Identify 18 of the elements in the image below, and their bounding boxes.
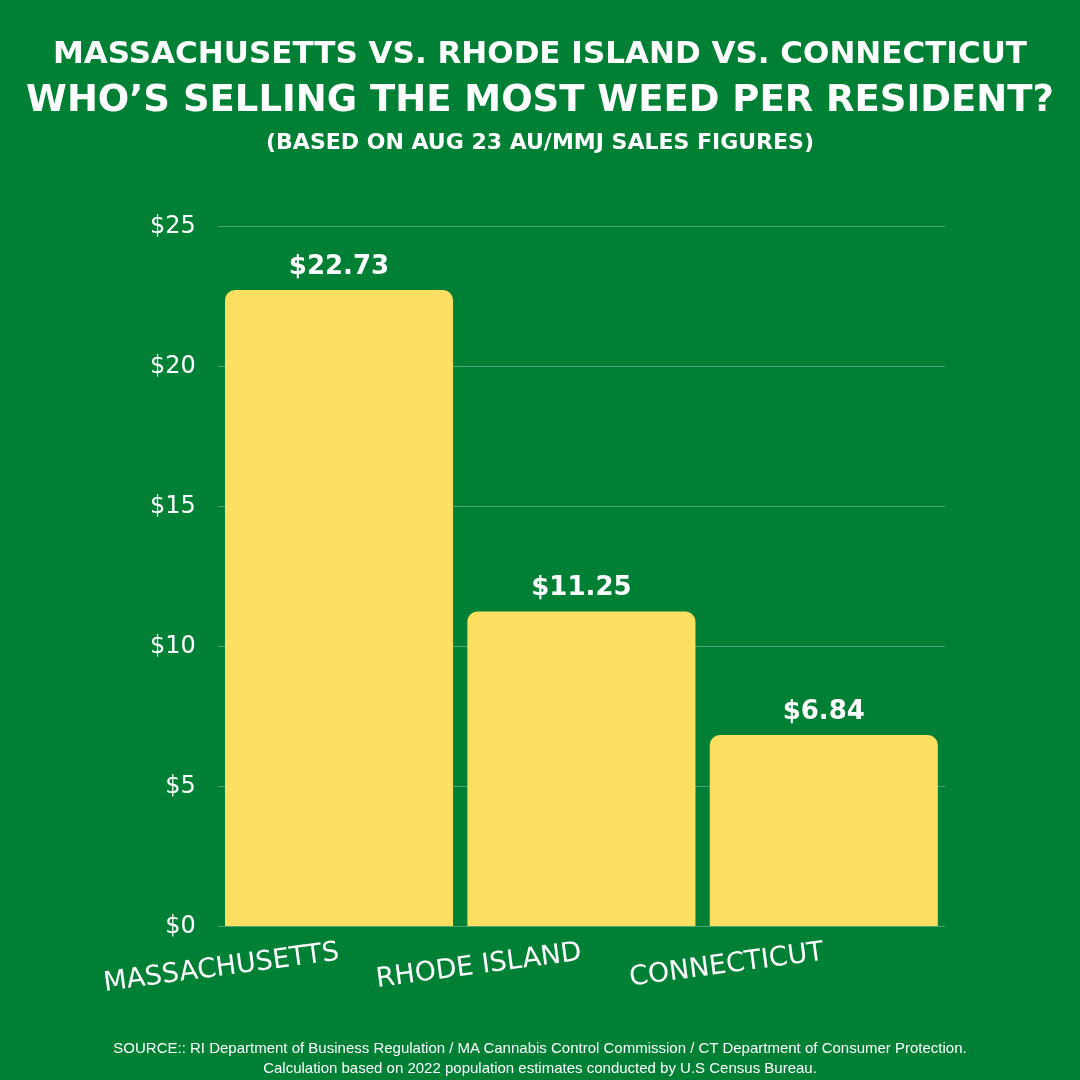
bar	[467, 611, 696, 927]
source-note: SOURCE:: RI Department of Business Regulation / MA Cannabis Control Commission / CT Department of Consumer Protection.	[112, 1038, 968, 1058]
chart-title: MASSACHUSETTS VS. RHODE ISLAND VS. CONNECTICUT WHO’S SELLING THE MOST WEED PER RESIDENT?	[25, 33, 1055, 122]
bar	[224, 289, 454, 927]
x-tick-label: RHODE ISLAND	[373, 934, 584, 993]
text: Calculation based on 2022 population estimates conducted by U.S Census Bureau.	[262, 1058, 818, 1078]
y-tick-label: $5	[165, 770, 196, 799]
y-tick-label: $0	[165, 910, 196, 939]
y-tick-label: $15	[150, 490, 196, 519]
bar	[709, 734, 938, 927]
data-label: $6.84	[782, 694, 865, 725]
y-tick-label: $20	[150, 350, 196, 379]
x-tick-label: CONNECTICUT	[627, 934, 827, 992]
y-tick-label: $25	[150, 210, 196, 239]
chart-subtitle: (BASED ON AUG 23 AU/MMJ SALES FIGURES)	[265, 128, 815, 156]
y-tick-label: $10	[150, 630, 196, 659]
data-label: $11.25	[531, 571, 632, 602]
data-label: $22.73	[288, 249, 390, 280]
